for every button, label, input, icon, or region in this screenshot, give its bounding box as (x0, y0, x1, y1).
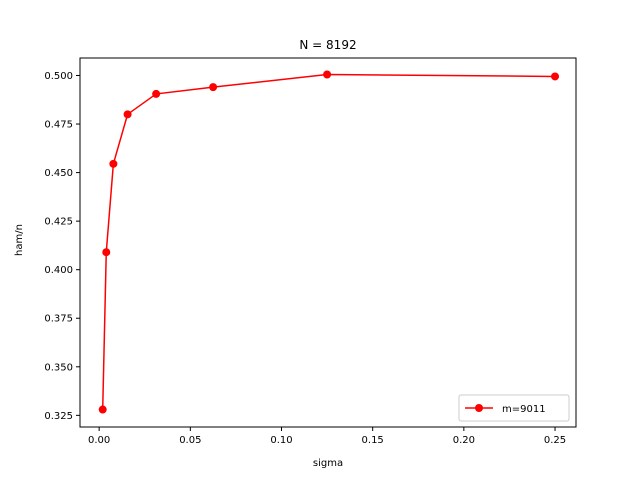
y-tick-label: 0.475 (44, 120, 73, 131)
data-point (209, 83, 218, 92)
x-tick-label: 0.05 (179, 435, 201, 446)
data-point (98, 405, 107, 414)
plot-area (79, 57, 577, 428)
chart-title: N = 8192 (299, 38, 356, 52)
x-tick-label: 0.20 (453, 435, 475, 446)
data-point (102, 248, 111, 257)
data-point (109, 159, 118, 168)
series-layer (98, 70, 560, 414)
x-axis: 0.00 0.05 0.10 0.15 0.20 0.25 (88, 427, 566, 446)
x-tick-label: 0.25 (544, 435, 566, 446)
y-tick-label: 0.400 (44, 265, 73, 276)
y-tick-label: 0.450 (44, 168, 73, 179)
x-tick-label: 0.10 (270, 435, 292, 446)
legend-marker (475, 404, 483, 412)
data-point (152, 89, 161, 98)
legend-label: m=9011 (502, 404, 546, 415)
x-tick-label: 0.15 (362, 435, 384, 446)
x-axis-title: sigma (313, 458, 343, 469)
y-tick-label: 0.325 (44, 411, 73, 422)
y-tick-label: 0.350 (44, 362, 73, 373)
y-tick-label: 0.500 (44, 71, 73, 82)
y-axis-title: ham/n (14, 224, 25, 256)
data-point (123, 110, 132, 119)
series-line (101, 73, 556, 410)
y-tick-label: 0.375 (44, 314, 73, 325)
data-point (323, 70, 332, 79)
data-point (551, 72, 560, 81)
x-tick-label: 0.00 (88, 435, 110, 446)
legend: m=9011 (458, 394, 570, 422)
y-tick-label: 0.425 (44, 217, 73, 228)
y-axis: 0.325 0.350 0.375 0.400 0.425 0.450 0.475 0.500 (44, 71, 80, 422)
plot-frame (79, 57, 577, 428)
legend-box (458, 394, 570, 422)
